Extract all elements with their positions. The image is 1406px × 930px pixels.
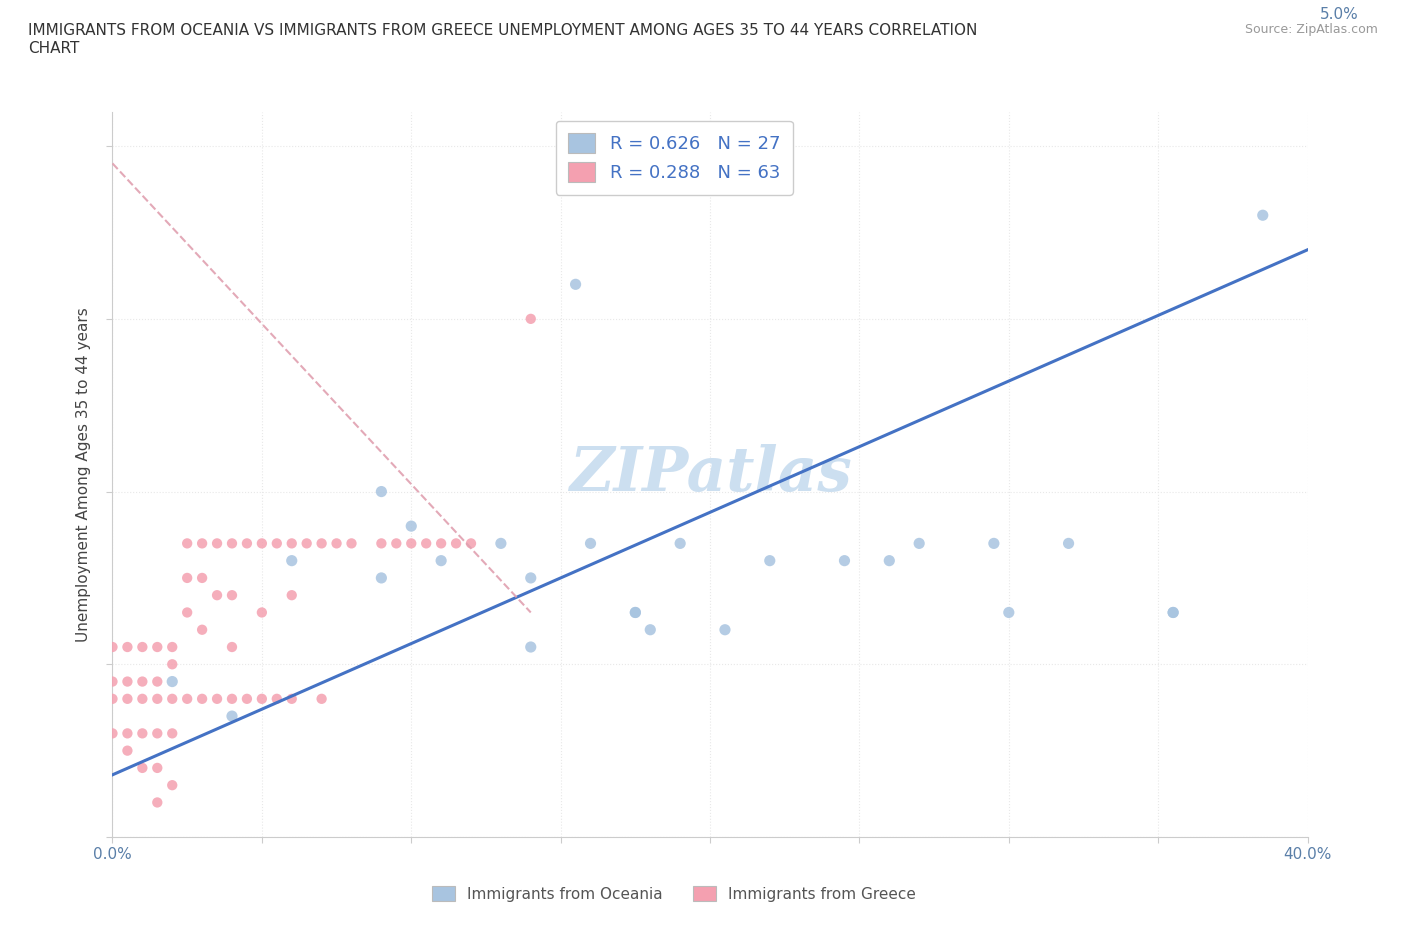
Point [311, 691, 333, 706]
Point [162, 726, 183, 741]
Point [520, 570, 543, 585]
Point [430, 536, 453, 551]
Point [908, 536, 931, 551]
Point [325, 536, 347, 551]
Point [1251, 207, 1274, 222]
Point [117, 640, 139, 655]
Point [101, 674, 124, 689]
Point [281, 536, 304, 551]
Point [131, 640, 153, 655]
Point [162, 777, 183, 792]
Point [191, 536, 214, 551]
Point [221, 709, 243, 724]
Point [624, 605, 647, 620]
Point [266, 691, 288, 706]
Point [370, 536, 392, 551]
Point [101, 726, 124, 741]
Point [236, 536, 259, 551]
Point [638, 622, 662, 637]
Point [146, 691, 169, 706]
Point [520, 640, 543, 655]
Point [131, 674, 153, 689]
Point [146, 761, 169, 776]
Point [162, 691, 183, 706]
Point [460, 536, 482, 551]
Text: 5.0%: 5.0% [1319, 7, 1358, 22]
Text: IMMIGRANTS FROM OCEANIA VS IMMIGRANTS FROM GREECE UNEMPLOYMENT AMONG AGES 35 TO : IMMIGRANTS FROM OCEANIA VS IMMIGRANTS FR… [28, 23, 977, 56]
Point [669, 536, 692, 551]
Point [250, 536, 273, 551]
Point [1161, 605, 1184, 620]
Point [101, 691, 124, 706]
Point [998, 605, 1021, 620]
Point [877, 553, 901, 568]
Point [176, 536, 198, 551]
Point [579, 536, 602, 551]
Point [250, 605, 273, 620]
Point [205, 691, 228, 706]
Point [117, 674, 139, 689]
Point [221, 588, 243, 603]
Point [401, 519, 423, 534]
Point [176, 691, 198, 706]
Point [205, 536, 228, 551]
Point [311, 536, 333, 551]
Point [117, 726, 139, 741]
Point [1057, 536, 1080, 551]
Point [162, 657, 183, 671]
Point [370, 570, 392, 585]
Point [401, 536, 423, 551]
Point [146, 674, 169, 689]
Text: ZIPatlas: ZIPatlas [568, 445, 852, 504]
Point [281, 691, 304, 706]
Point [117, 691, 139, 706]
Point [759, 553, 782, 568]
Point [564, 277, 586, 292]
Point [340, 536, 363, 551]
Point [221, 536, 243, 551]
Point [520, 312, 543, 326]
Point [162, 674, 183, 689]
Point [146, 640, 169, 655]
Y-axis label: Unemployment Among Ages 35 to 44 years: Unemployment Among Ages 35 to 44 years [76, 307, 91, 642]
Point [834, 553, 856, 568]
Point [295, 536, 318, 551]
Point [176, 605, 198, 620]
Point [370, 485, 392, 499]
Point [117, 743, 139, 758]
Point [131, 761, 153, 776]
Point [281, 553, 304, 568]
Point [1161, 605, 1184, 620]
Point [131, 726, 153, 741]
Point [250, 691, 273, 706]
Point [191, 691, 214, 706]
Point [191, 570, 214, 585]
Point [236, 691, 259, 706]
Point [281, 588, 304, 603]
Point [444, 536, 467, 551]
Point [221, 640, 243, 655]
Point [131, 691, 153, 706]
Text: Source: ZipAtlas.com: Source: ZipAtlas.com [1244, 23, 1378, 36]
Point [714, 622, 737, 637]
Point [191, 622, 214, 637]
Point [146, 726, 169, 741]
Point [162, 640, 183, 655]
Point [266, 536, 288, 551]
Point [176, 570, 198, 585]
Point [624, 605, 647, 620]
Point [146, 795, 169, 810]
Legend: R = 0.626   N = 27, R = 0.288   N = 63: R = 0.626 N = 27, R = 0.288 N = 63 [555, 121, 793, 194]
Point [221, 691, 243, 706]
Point [205, 588, 228, 603]
Point [101, 640, 124, 655]
Point [489, 536, 512, 551]
Point [415, 536, 437, 551]
Point [983, 536, 1005, 551]
Point [430, 553, 453, 568]
Point [385, 536, 408, 551]
